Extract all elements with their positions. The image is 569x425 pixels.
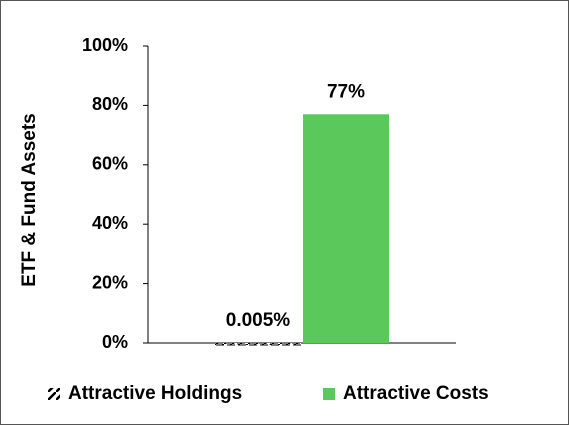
data-label: 0.005% — [226, 310, 291, 331]
y-tick-label: 0% — [102, 332, 128, 352]
y-tick-label: 20% — [92, 272, 128, 292]
legend-label: Attractive Costs — [343, 383, 489, 404]
legend-marker — [48, 388, 60, 400]
y-tick-label: 80% — [92, 94, 128, 114]
legend-label: Attractive Holdings — [68, 383, 242, 404]
data-label: 77% — [327, 81, 365, 102]
y-axis-title: ETF & Fund Assets — [19, 113, 40, 286]
bar — [214, 342, 302, 346]
y-tick-label: 100% — [82, 35, 128, 55]
legend-marker — [323, 388, 335, 400]
y-tick-label: 60% — [92, 154, 128, 174]
y-tick-label: 40% — [92, 213, 128, 233]
bar — [303, 114, 389, 343]
